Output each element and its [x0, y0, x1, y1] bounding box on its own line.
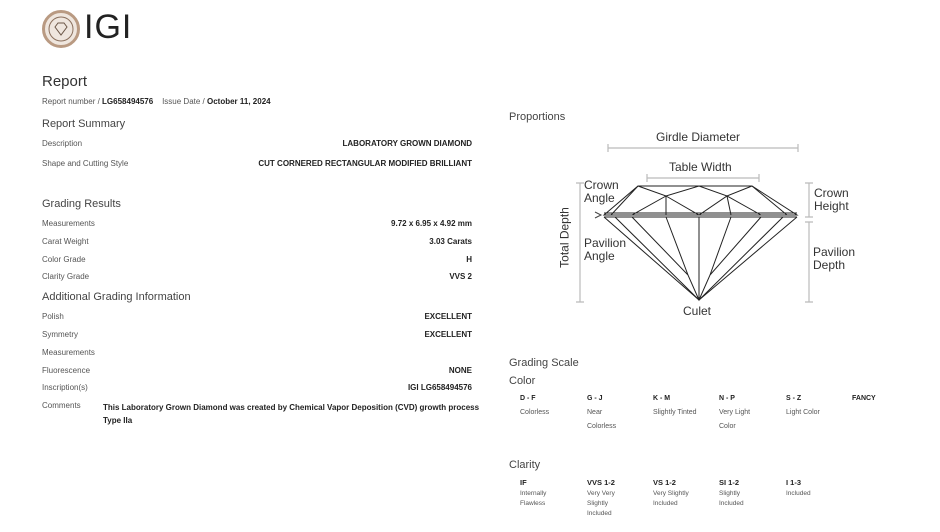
crown-height-line: [805, 182, 813, 218]
diamond-proportions-diagram: [576, 144, 813, 303]
proportions-title: Proportions: [509, 111, 566, 123]
grading-row: Color Grade H: [42, 255, 472, 264]
label-pavilion-angle: Pavilion Angle: [584, 236, 627, 263]
label-crown-height: Crown Height: [814, 186, 849, 213]
clarity-grade-item: I 1-3 Included: [786, 476, 836, 499]
label-crown-angle: Crown Angle: [584, 178, 619, 205]
grade-desc: Internally Flawless: [520, 490, 547, 507]
additional-title: Additional Grading Information: [42, 291, 191, 303]
label-table-width: Table Width: [669, 160, 732, 174]
row-value: LABORATORY GROWN DIAMOND: [342, 139, 472, 148]
additional-row: Inscription(s) IGI LG658494576: [42, 383, 472, 392]
clarity-scale-title: Clarity: [509, 459, 541, 471]
additional-row: Fluorescence NONE: [42, 366, 472, 375]
row-label: Fluorescence: [42, 366, 91, 375]
grading-title: Grading Results: [42, 198, 121, 210]
grade: S - Z: [786, 395, 802, 402]
label-pavilion-depth: Pavilion Depth: [813, 245, 856, 272]
row-value: EXCELLENT: [424, 330, 472, 339]
row-value: EXCELLENT: [424, 312, 472, 321]
comments-value: This Laboratory Grown Diamond was create…: [103, 403, 480, 425]
grade: N - P: [719, 395, 735, 402]
grading-row: Clarity Grade VVS 2: [42, 272, 472, 281]
color-scale-title: Color: [509, 375, 536, 387]
additional-row: Symmetry EXCELLENT: [42, 330, 472, 339]
logo-text: IGI: [84, 8, 133, 46]
grade: FANCY: [852, 395, 876, 402]
report-number-label: Report number /: [42, 97, 103, 106]
row-label: Measurements: [42, 348, 95, 357]
grade: I 1-3: [786, 478, 802, 487]
row-label: Carat Weight: [42, 237, 89, 246]
summary-title: Report Summary: [42, 118, 126, 130]
girdle-measure-line: [607, 144, 799, 152]
diamond-outline: [602, 185, 799, 302]
clarity-grade-item: SI 1-2 Slightly Included: [719, 476, 759, 509]
grade: D - F: [520, 395, 536, 402]
color-grade-item: N - P Very Light Color: [719, 392, 759, 434]
clarity-grade-item: VVS 1-2 Very Very Slightly Included: [587, 476, 627, 519]
summary-row: Shape and Cutting Style CUT CORNERED RECT…: [42, 159, 472, 168]
grade-desc: Colorless: [520, 409, 550, 416]
row-label: Polish: [42, 312, 64, 321]
grade: SI 1-2: [719, 478, 740, 487]
table-measure-line: [646, 174, 760, 182]
report-meta: Report number / LG658494576 Issue Date /…: [42, 97, 271, 106]
row-value: 9.72 x 6.95 x 4.92 mm: [391, 219, 472, 228]
page-title: Report: [42, 73, 88, 90]
grade-desc: Slightly Included: [719, 490, 744, 507]
pavilion-depth-line: [805, 221, 813, 303]
issue-date: October 11, 2024: [207, 97, 271, 106]
row-label: Inscription(s): [42, 383, 88, 392]
grade-desc: Slightly Tinted: [653, 409, 697, 416]
color-grade-item: D - F Colorless: [520, 392, 570, 420]
diamond-seal-icon: [48, 16, 74, 42]
row-label: Measurements: [42, 219, 95, 228]
comments-row: Comments This Laboratory Grown Diamond w…: [42, 401, 479, 425]
label-total-depth: Total Depth: [557, 207, 572, 268]
row-value: CUT CORNERED RECTANGULAR MODIFIED BRILLI…: [258, 159, 472, 168]
row-label: Description: [42, 139, 83, 148]
report-number: LG658494576: [102, 97, 154, 106]
color-grade-item: K - M Slightly Tinted: [653, 392, 713, 420]
comments-label: Comments: [42, 401, 81, 410]
grading-scale-title: Grading Scale: [509, 357, 579, 369]
row-label: Symmetry: [42, 330, 78, 339]
grade: IF: [520, 478, 527, 487]
row-label: Color Grade: [42, 255, 86, 264]
label-culet: Culet: [683, 304, 712, 318]
row-value: NONE: [448, 366, 472, 375]
additional-row: Measurements: [42, 348, 472, 357]
color-grade-item: G - J Near Colorless: [587, 392, 627, 434]
label-girdle-diameter: Girdle Diameter: [656, 130, 741, 144]
grade-desc: Near Colorless: [587, 409, 617, 430]
row-label: Shape and Cutting Style: [42, 159, 129, 168]
row-label: Clarity Grade: [42, 272, 90, 281]
total-depth-line: [576, 182, 584, 303]
summary-row: Description LABORATORY GROWN DIAMOND: [42, 139, 472, 148]
issue-date-label: Issue Date /: [162, 97, 207, 106]
grade-desc: Very Very Slightly Included: [587, 490, 615, 517]
grade-desc: Very Slightly Included: [653, 490, 689, 507]
grade: VVS 1-2: [587, 478, 615, 487]
grading-row: Carat Weight 3.03 Carats: [42, 237, 472, 246]
row-value: IGI LG658494576: [407, 383, 472, 392]
additional-row: Polish EXCELLENT: [42, 312, 472, 321]
clarity-grade-item: IF Internally Flawless: [520, 476, 560, 509]
grade-desc: Included: [786, 490, 811, 497]
grade-desc: Very Light Color: [719, 409, 751, 430]
color-grade-item: S - Z Light Color: [786, 392, 846, 420]
grade: VS 1-2: [653, 478, 676, 487]
igi-logo-seal: [42, 10, 80, 48]
row-value: H: [466, 255, 472, 264]
grade: K - M: [653, 395, 671, 402]
row-value: VVS 2: [449, 272, 472, 281]
color-grade-item: FANCY: [852, 392, 902, 406]
clarity-grade-item: VS 1-2 Very Slightly Included: [653, 476, 703, 509]
grade-desc: Light Color: [786, 409, 820, 416]
row-value: 3.03 Carats: [429, 237, 472, 246]
grading-row: Measurements 9.72 x 6.95 x 4.92 mm: [42, 219, 472, 228]
grade: G - J: [587, 395, 603, 402]
